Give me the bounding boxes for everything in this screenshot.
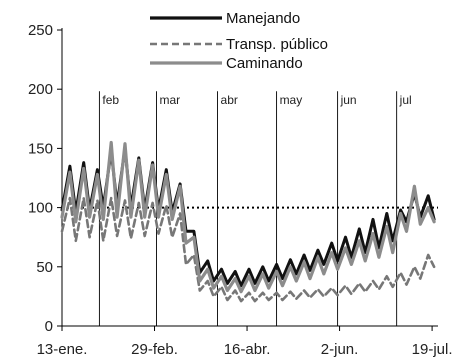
y-tick-label: 150 <box>28 140 53 157</box>
series-layer <box>60 140 436 303</box>
y-tick-label: 100 <box>28 200 53 217</box>
month-marker-label: mar <box>159 93 180 107</box>
y-tick-label: 200 <box>28 81 53 98</box>
month-marker-label: abr <box>221 93 238 107</box>
y-tick-label: 0 <box>45 318 53 335</box>
x-tick-label: 19-jul. <box>412 341 453 358</box>
x-tick-label: 2-jun. <box>321 341 359 358</box>
month-marker-label: jun <box>340 93 357 107</box>
axes-layer: 0 50 100 150 200 250 13-ene. 29-feb. 16-abr. 2-ju… <box>28 22 453 358</box>
month-marker-label: may <box>280 93 303 107</box>
month-marker-label: jul <box>399 93 412 107</box>
legend-label-1: Transp. público <box>226 36 328 53</box>
x-tick-label: 13-ene. <box>37 341 88 358</box>
legend-label-2: Caminando <box>226 55 303 72</box>
month-marker-label: feb <box>102 93 119 107</box>
legend: Manejando Transp. público Caminando <box>150 10 328 72</box>
y-tick-label: 50 <box>36 259 53 276</box>
series-line-1 <box>60 196 436 303</box>
legend-label-0: Manejando <box>226 10 300 27</box>
x-tick-label: 16-abr. <box>224 341 271 358</box>
x-tick-label: 29-feb. <box>131 341 178 358</box>
series-line-2 <box>60 140 436 294</box>
y-tick-label: 250 <box>28 22 53 39</box>
month-marker-layer: feb mar abr may jun jul <box>98 91 412 326</box>
